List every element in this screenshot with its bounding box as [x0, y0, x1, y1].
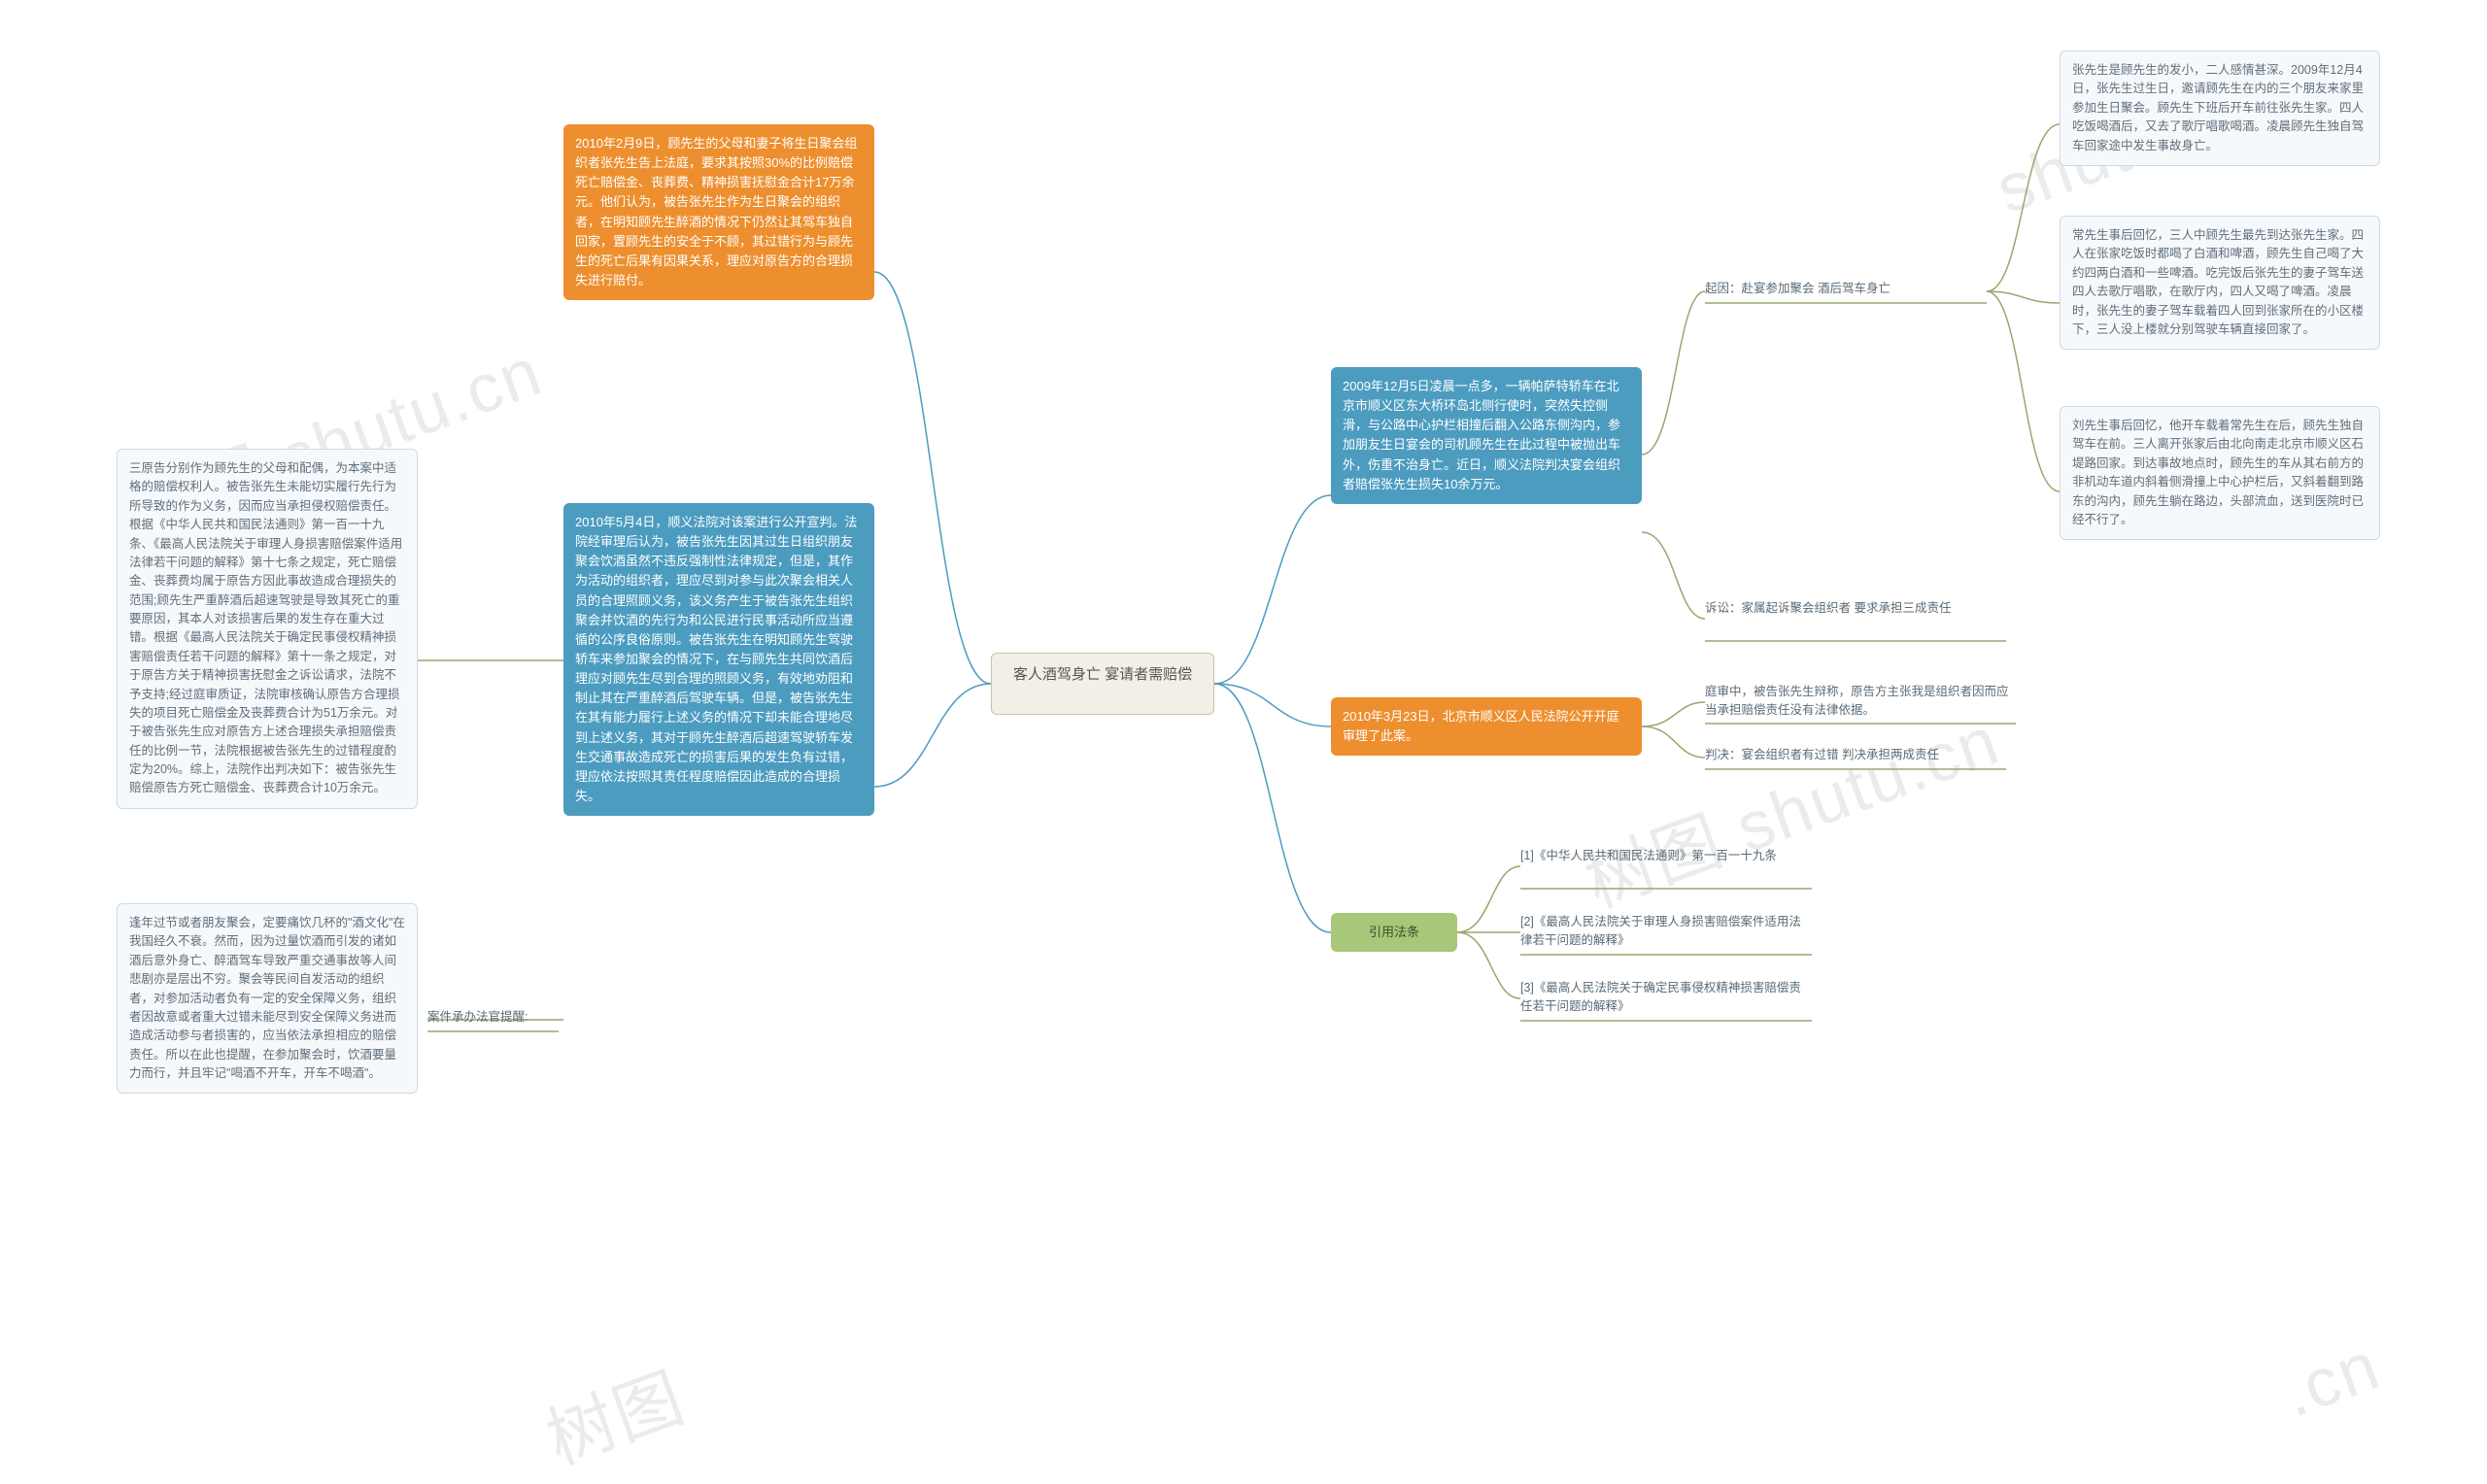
- right-branch-hearing[interactable]: 2010年3月23日，北京市顺义区人民法院公开开庭审理了此案。: [1331, 697, 1642, 756]
- root-node[interactable]: 客人酒驾身亡 宴请者需赔偿: [991, 653, 1214, 715]
- watermark: .cn: [2272, 1326, 2390, 1432]
- left-branch-lawsuit[interactable]: 2010年2月9日，顾先生的父母和妻子将生日聚会组织者张先生告上法庭，要求其按照…: [563, 124, 874, 300]
- left-detail-reminder[interactable]: 逢年过节或者朋友聚会，定要痛饮几杯的"酒文化"在我国经久不衰。然而，因为过量饮酒…: [117, 903, 418, 1094]
- left-detail-compensation[interactable]: 三原告分别作为顾先生的父母和配偶，为本案中适格的赔偿权利人。被告张先生未能切实履…: [117, 449, 418, 809]
- law-ref-2: [2]《最高人民法院关于审理人身损害赔偿案件适用法律若干问题的解释》: [1520, 913, 1812, 951]
- law-ref-3: [3]《最高人民法院关于确定民事侵权精神损害赔偿责任若干问题的解释》: [1520, 979, 1812, 1017]
- detail-chang-recall[interactable]: 常先生事后回忆，三人中顾先生最先到达张先生家。四人在张家吃饭时都喝了白酒和啤酒，…: [2060, 216, 2380, 350]
- detail-zhang-recall[interactable]: 张先生是顾先生的发小，二人感情甚深。2009年12月4日，张先生过生日，邀请顾先…: [2060, 51, 2380, 166]
- right-branch-laws[interactable]: 引用法条: [1331, 913, 1457, 952]
- lawsuit-label: 诉讼：家属起诉聚会组织者 要求承担三成责任: [1705, 599, 2006, 618]
- judge-reminder-label: 案件承办法官提醒:: [427, 1008, 559, 1027]
- detail-liu-recall[interactable]: 刘先生事后回忆，他开车载着常先生在后，顾先生独自驾车在前。三人离开张家后由北向南…: [2060, 406, 2380, 540]
- right-branch-incident[interactable]: 2009年12月5日凌晨一点多，一辆帕萨特轿车在北京市顺义区东大桥环岛北侧行使时…: [1331, 367, 1642, 504]
- watermark: 树图: [531, 1343, 697, 1483]
- defense-label: 庭审中，被告张先生辩称，原告方主张我是组织者因而应当承担赔偿责任没有法律依据。: [1705, 683, 2016, 721]
- cause-label: 起因：赴宴参加聚会 酒后驾车身亡: [1705, 280, 1987, 298]
- law-ref-1: [1]《中华人民共和国民法通则》第一百一十九条: [1520, 847, 1812, 865]
- verdict-label: 判决：宴会组织者有过错 判决承担两成责任: [1705, 746, 2006, 764]
- left-branch-verdict[interactable]: 2010年5月4日，顺义法院对该案进行公开宣判。法院经审理后认为，被告张先生因其…: [563, 503, 874, 816]
